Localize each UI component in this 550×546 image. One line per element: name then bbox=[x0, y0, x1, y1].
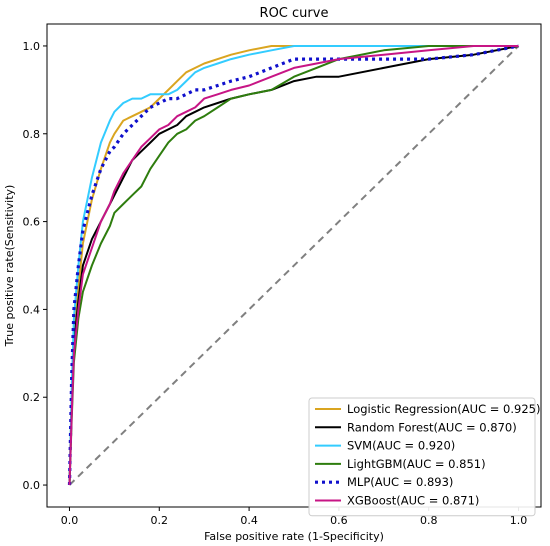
y-tick-label: 1.0 bbox=[23, 40, 41, 53]
y-tick-label: 0.8 bbox=[23, 128, 41, 141]
y-tick-label: 0.0 bbox=[23, 479, 41, 492]
x-tick-label: 0.6 bbox=[330, 514, 348, 527]
x-axis-label: False positive rate (1-Specificity) bbox=[204, 530, 384, 543]
series-line-5 bbox=[68, 45, 519, 486]
chance-diagonal-line bbox=[68, 45, 520, 486]
legend-label-5: XGBoost(AUC = 0.871) bbox=[347, 494, 479, 508]
y-axis-label: True positive rate(Sensitivity) bbox=[3, 185, 16, 348]
legend-label-3: LightGBM(AUC = 0.851) bbox=[347, 457, 486, 471]
y-tick-label: 0.6 bbox=[23, 216, 41, 229]
plot-frame bbox=[46, 23, 542, 508]
y-tick-label: 0.2 bbox=[23, 391, 41, 404]
chart-title: ROC curve bbox=[260, 6, 329, 21]
plot-area bbox=[67, 44, 520, 486]
legend: Logistic Regression(AUC = 0.925) Random F… bbox=[308, 397, 540, 517]
legend-label-2: SVM(AUC = 0.920) bbox=[347, 439, 455, 453]
legend-label-4: MLP(AUC = 0.893) bbox=[347, 475, 453, 489]
legend-label-0: Logistic Regression(AUC = 0.925) bbox=[347, 402, 540, 416]
legend-box bbox=[308, 397, 536, 517]
series-line-1 bbox=[68, 45, 519, 486]
x-axis-ticks: 0.0 0.2 0.4 0.6 0.8 1.0 bbox=[61, 507, 528, 527]
x-tick-label: 1.0 bbox=[510, 514, 528, 527]
y-tick-label: 0.4 bbox=[23, 303, 41, 316]
x-tick-label: 0.8 bbox=[420, 514, 438, 527]
y-axis-ticks: 0.0 0.2 0.4 0.6 0.8 1.0 bbox=[23, 40, 47, 492]
legend-label-1: Random Forest(AUC = 0.870) bbox=[347, 420, 517, 434]
x-tick-label: 0.0 bbox=[61, 514, 79, 527]
x-tick-label: 0.4 bbox=[240, 514, 258, 527]
series-line-3 bbox=[68, 45, 519, 486]
series-line-2 bbox=[68, 45, 519, 486]
x-tick-label: 0.2 bbox=[151, 514, 169, 527]
